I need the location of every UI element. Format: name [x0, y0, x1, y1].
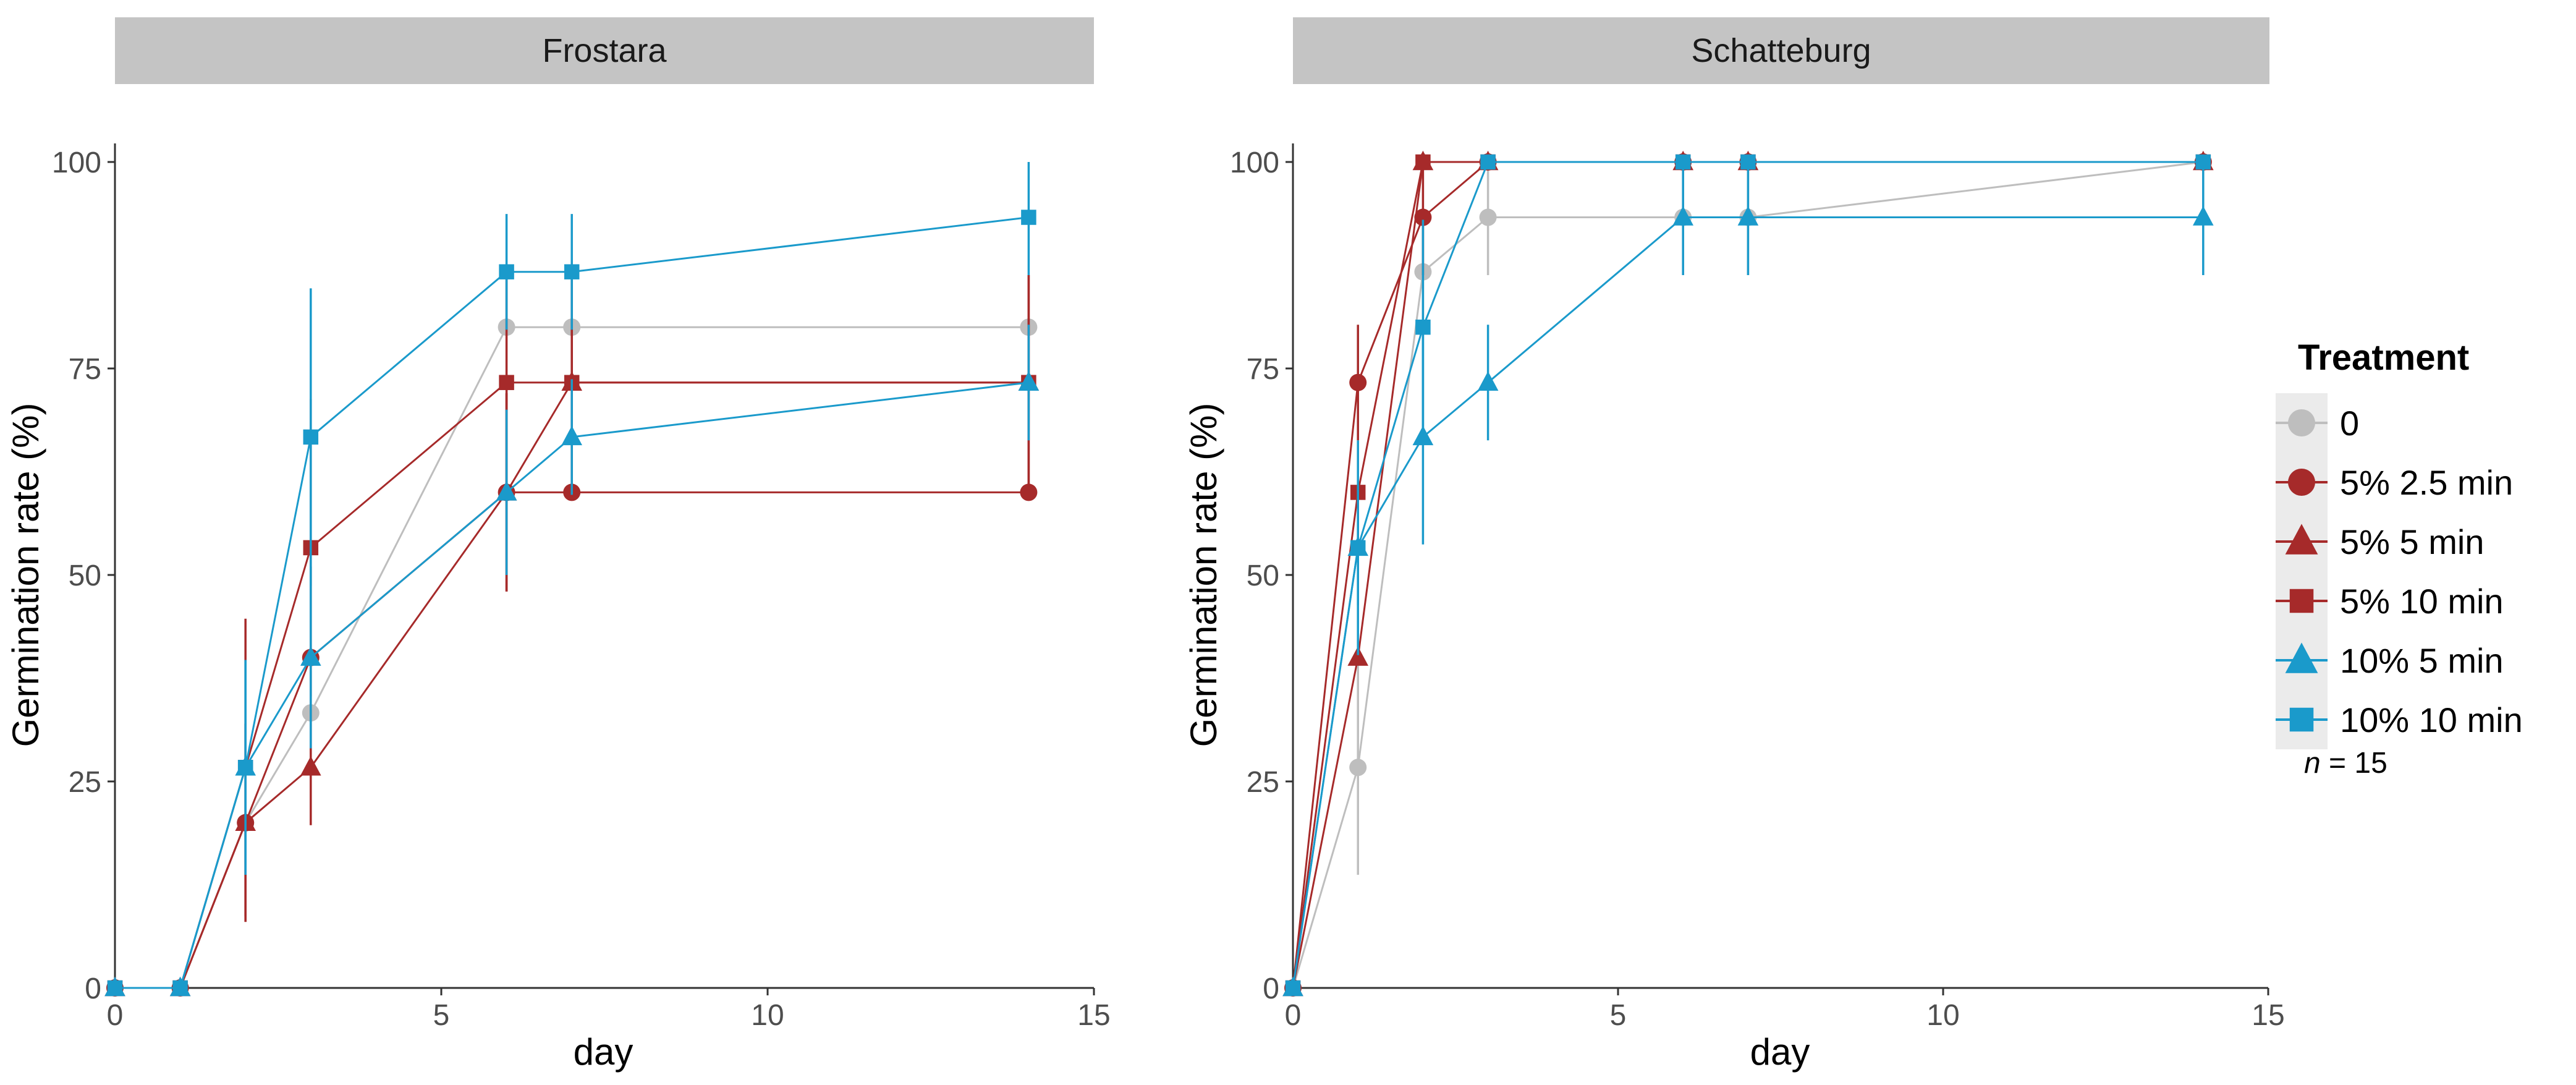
legend-key-background — [2276, 393, 2328, 749]
legend-label: 10% 10 min — [2340, 700, 2523, 739]
legend-key-marker — [2289, 707, 2314, 732]
data-point — [2195, 154, 2211, 170]
legend: Treatment 0 5% 2.5 min 5% 5 min 5% 10 min 10… — [2276, 338, 2523, 780]
series-line — [1292, 161, 2203, 989]
data-point — [172, 980, 188, 996]
data-point — [499, 264, 514, 279]
legend-item: 0 — [2276, 404, 2359, 443]
data-point — [1350, 540, 1366, 556]
legend-label: 10% 5 min — [2340, 641, 2504, 680]
plot-area: 0 25 50 75 100 0 5 10 15 — [52, 143, 1111, 1032]
x-tick-label: 10 — [751, 999, 784, 1032]
data-point — [1415, 154, 1431, 170]
facet-title: Schatteburg — [1691, 32, 1871, 69]
y-tick-label: 75 — [1247, 353, 1279, 386]
data-point — [499, 375, 514, 390]
y-tick-label: 25 — [1247, 766, 1279, 799]
data-point — [564, 264, 580, 279]
data-point — [1018, 371, 1040, 391]
data-point — [237, 760, 253, 775]
facet-strip — [1293, 17, 2269, 84]
series-line — [1292, 161, 2203, 989]
legend-label: 5% 2.5 min — [2340, 463, 2513, 502]
legend-item: 10% 10 min — [2276, 700, 2523, 739]
series-line — [1292, 161, 2203, 989]
data-point — [1675, 154, 1691, 170]
legend-item: 5% 5 min — [2276, 522, 2484, 561]
x-tick-label: 10 — [1926, 999, 1959, 1032]
series-line — [1292, 161, 2203, 989]
panel-frostara: Frostara 0 25 50 75 100 0 5 10 15 day Germinatio… — [5, 17, 1111, 1073]
legend-item: 10% 5 min — [2276, 641, 2504, 680]
sample-size-note: n = 15 — [2304, 747, 2387, 780]
y-tick-label: 100 — [52, 147, 101, 179]
data-point — [1479, 208, 1497, 226]
panel-schatteburg: Schatteburg 0 25 50 75 100 0 5 10 15 day Germina… — [1183, 17, 2285, 1073]
data-point — [1020, 483, 1038, 501]
n-symbol: n — [2304, 747, 2321, 780]
legend-label: 5% 10 min — [2340, 582, 2504, 621]
data-point — [1347, 646, 1368, 666]
data-point — [1349, 759, 1367, 777]
data-point — [1737, 206, 1759, 226]
data-point — [107, 980, 123, 996]
legend-items: 0 5% 2.5 min 5% 5 min 5% 10 min 10% 5 min 10%… — [2276, 393, 2523, 749]
data-point — [303, 429, 319, 445]
series-line — [1292, 161, 2203, 989]
legend-label: 5% 5 min — [2340, 522, 2484, 561]
plot-area: 0 25 50 75 100 0 5 10 15 — [1230, 143, 2285, 1032]
facet-title: Frostara — [542, 32, 667, 69]
y-axis-title: Germination rate (%) — [1183, 403, 1224, 747]
x-axis-title: day — [574, 1031, 633, 1073]
data-point — [1672, 206, 1693, 226]
x-tick-label: 0 — [107, 999, 124, 1032]
data-point — [561, 425, 582, 446]
x-tick-label: 0 — [1285, 999, 1302, 1032]
y-axis-title: Germination rate (%) — [5, 403, 46, 747]
y-tick-label: 75 — [69, 353, 101, 386]
y-tick-label: 0 — [85, 972, 101, 1005]
legend-label: 0 — [2340, 404, 2359, 443]
data-point — [1415, 319, 1431, 335]
data-point — [2193, 206, 2214, 226]
legend-key-marker — [2289, 589, 2314, 613]
legend-item: 5% 2.5 min — [2276, 463, 2513, 502]
data-point — [1412, 425, 1434, 446]
y-tick-label: 0 — [1263, 972, 1279, 1005]
facet-strip — [115, 17, 1094, 84]
data-point — [496, 481, 517, 501]
data-point — [1740, 154, 1756, 170]
data-point — [1285, 980, 1301, 996]
y-tick-label: 50 — [1247, 560, 1279, 592]
n-value: = 15 — [2321, 747, 2387, 780]
legend-key-marker — [2288, 409, 2315, 436]
x-tick-label: 15 — [1077, 999, 1110, 1032]
legend-title: Treatment — [2298, 338, 2469, 378]
x-axis-title: day — [1750, 1031, 1810, 1073]
x-tick-label: 5 — [433, 999, 450, 1032]
y-tick-label: 100 — [1230, 147, 1279, 179]
legend-item: 5% 10 min — [2276, 582, 2504, 621]
series — [107, 162, 1036, 996]
x-tick-label: 5 — [1610, 999, 1627, 1032]
data-point — [1349, 373, 1367, 391]
data-point — [1477, 371, 1499, 391]
data-point — [1414, 208, 1432, 226]
data-point — [300, 756, 321, 776]
series-line — [115, 491, 1029, 989]
legend-key-marker — [2285, 642, 2318, 673]
legend-key-marker — [2288, 469, 2315, 496]
y-tick-label: 50 — [69, 560, 101, 592]
data-point — [1021, 210, 1036, 225]
series — [1285, 154, 2211, 996]
data-point — [300, 646, 321, 666]
data-point — [1480, 154, 1496, 170]
y-tick-label: 25 — [69, 766, 101, 799]
legend-key-marker — [2285, 524, 2318, 555]
series — [1285, 154, 2211, 996]
x-tick-label: 15 — [2252, 999, 2284, 1032]
